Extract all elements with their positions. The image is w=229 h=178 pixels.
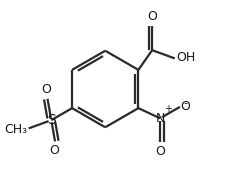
Text: O: O xyxy=(147,10,156,23)
Text: O: O xyxy=(49,144,59,157)
Text: S: S xyxy=(47,113,55,127)
Text: O: O xyxy=(41,83,51,96)
Text: N: N xyxy=(155,112,164,125)
Text: OH: OH xyxy=(175,51,194,64)
Text: -: - xyxy=(183,98,187,108)
Text: O: O xyxy=(155,145,164,158)
Text: +: + xyxy=(163,104,171,114)
Text: O: O xyxy=(180,100,190,113)
Text: CH₃: CH₃ xyxy=(5,123,28,136)
